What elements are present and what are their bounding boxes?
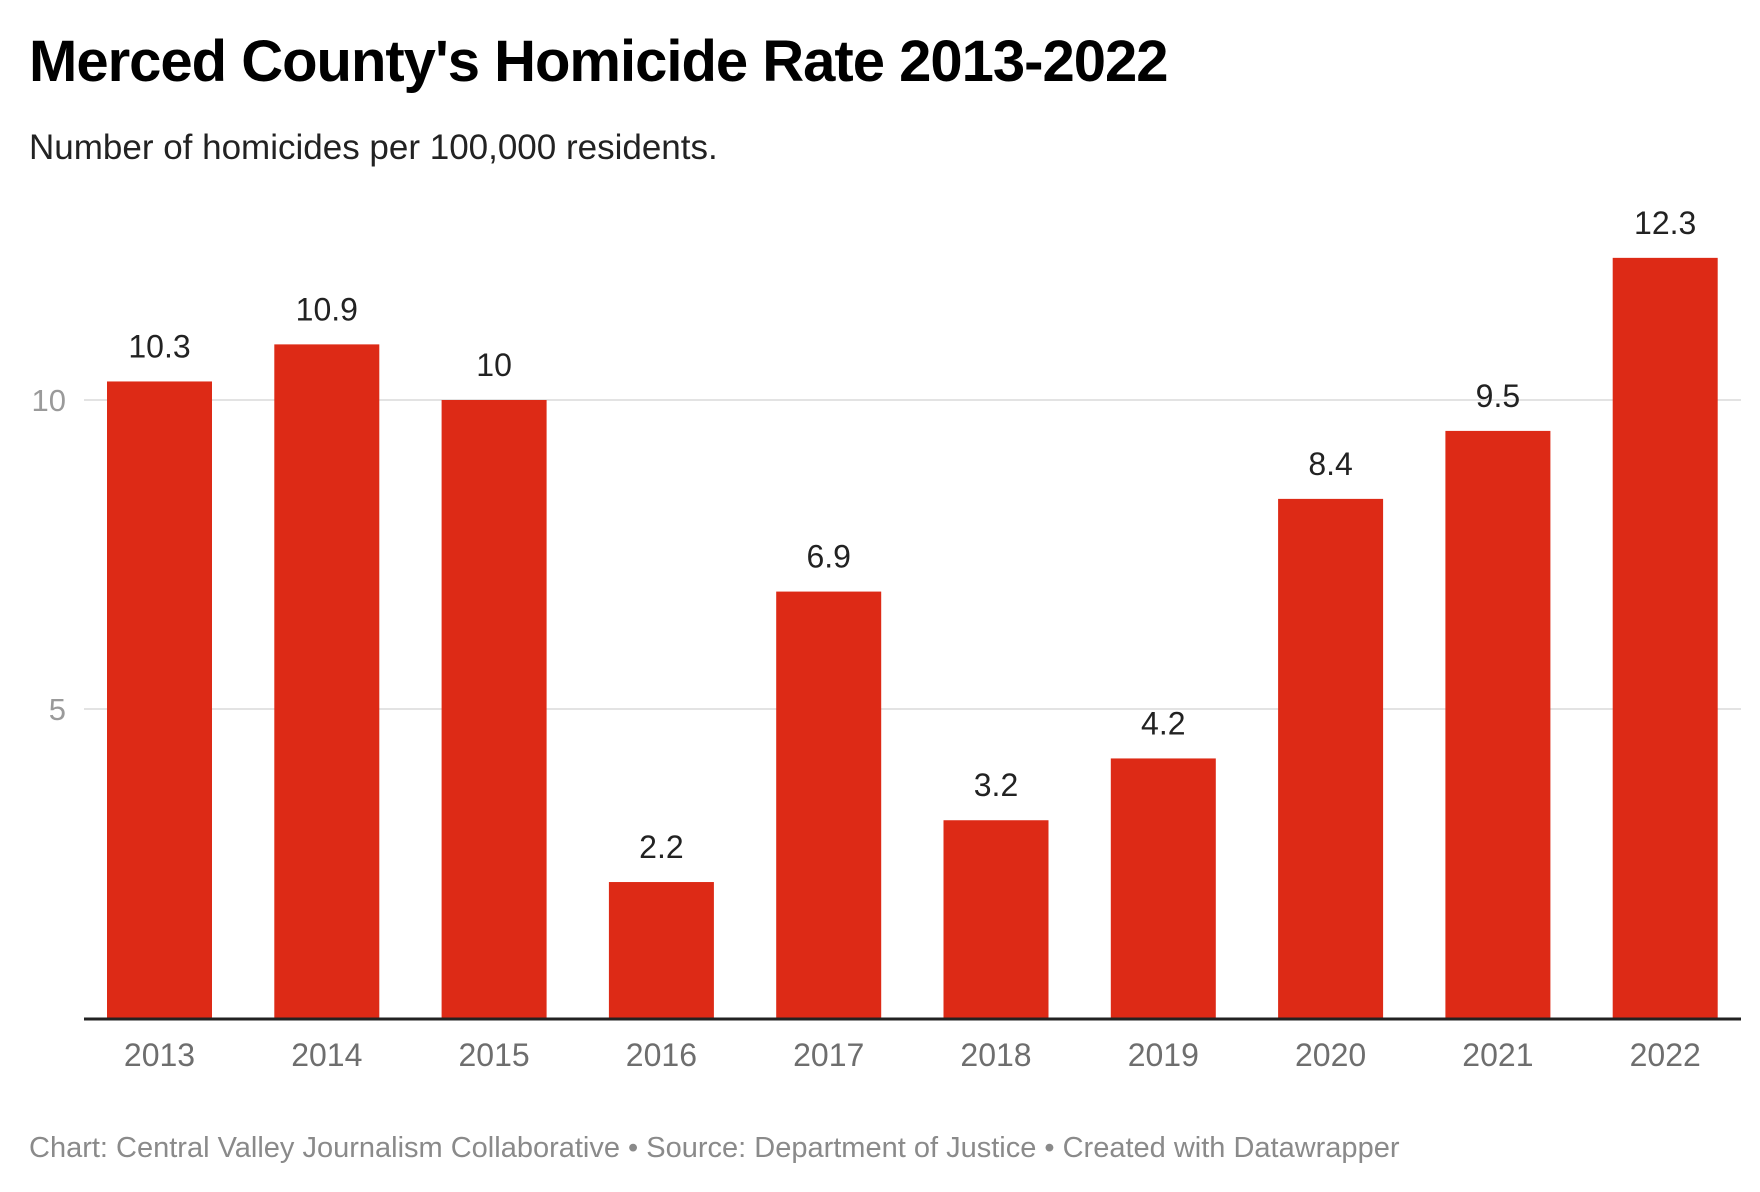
bar [1278,498,1384,1018]
x-tick-label: 2020 [1295,1037,1366,1073]
bar [274,344,380,1018]
x-tick-label: 2019 [1128,1037,1199,1073]
chart-footer: Chart: Central Valley Journalism Collabo… [29,1132,1400,1164]
y-tick-label: 10 [32,383,66,418]
bar [1612,257,1718,1018]
value-label: 10.3 [128,328,190,364]
value-label: 8.4 [1308,446,1352,482]
value-label: 3.2 [974,767,1018,803]
bar [608,882,714,1018]
x-tick-label: 2014 [291,1037,362,1073]
bar [1445,430,1551,1018]
x-tick-label: 2017 [793,1037,864,1073]
value-label: 12.3 [1634,205,1696,241]
x-tick-label: 2018 [960,1037,1031,1073]
bar [107,381,212,1019]
bar [1110,758,1216,1018]
value-label: 10 [476,347,512,383]
x-tick-label: 2013 [124,1037,195,1073]
value-label: 6.9 [806,539,850,575]
value-label: 4.2 [1141,705,1185,741]
bar [943,820,1049,1018]
bar [776,591,882,1018]
chart-title: Merced County's Homicide Rate 2013-2022 [29,29,1168,94]
value-label: 9.5 [1476,378,1520,414]
value-label: 2.2 [639,829,683,865]
y-tick-label: 5 [49,692,66,727]
bar [441,400,547,1018]
chart-subtitle: Number of homicides per 100,000 resident… [29,128,718,167]
x-tick-label: 2015 [459,1037,530,1073]
x-tick-label: 2016 [626,1037,697,1073]
x-tick-label: 2022 [1630,1037,1701,1073]
value-label: 10.9 [296,291,358,327]
x-tick-label: 2021 [1462,1037,1533,1073]
